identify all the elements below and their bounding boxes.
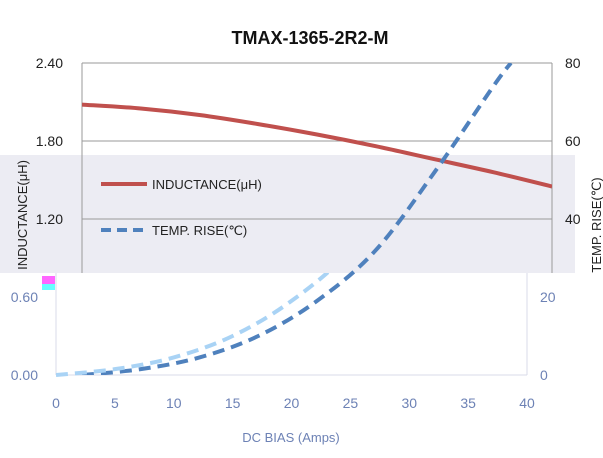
overlay-band <box>0 155 575 273</box>
y-axis-title: INDUCTANCE(μH) <box>15 160 30 270</box>
gridlines <box>82 62 552 220</box>
y2-tick-label: 20 <box>540 289 556 305</box>
y-tick-label: 0.00 <box>11 367 38 383</box>
y2-tick-label: 0 <box>540 367 548 383</box>
tick-labels: 0.00 0.60 1.20 1.80 2.40 0 20 40 60 80 0 5 10 15 20 25 3… <box>11 55 581 411</box>
legend-label-temp-rise: TEMP. RISE(℃) <box>152 223 247 238</box>
x-tick-label: 30 <box>401 395 417 411</box>
x-tick-label: 35 <box>460 395 476 411</box>
x-tick-label: 40 <box>519 395 535 411</box>
lower-panel-background <box>0 273 590 458</box>
chart-title: TMAX-1365-2R2-M <box>231 28 388 48</box>
y-tick-label: 1.80 <box>36 133 63 149</box>
legend: INDUCTANCE(μH) TEMP. RISE(℃) <box>101 177 262 238</box>
y-tick-label: 2.40 <box>36 55 63 71</box>
x-tick-label: 15 <box>225 395 241 411</box>
x-tick-label: 5 <box>111 395 119 411</box>
series-line-temp-rise-lower <box>56 273 331 377</box>
y2-tick-label: 80 <box>565 55 581 71</box>
x-axis-title: DC BIAS (Amps) <box>242 430 340 445</box>
x-tick-label: 20 <box>284 395 300 411</box>
y2-tick-label: 40 <box>565 211 581 227</box>
series-line-temp-rise <box>82 63 513 375</box>
y2-tick-label: 60 <box>565 133 581 149</box>
x-tick-label: 25 <box>343 395 359 411</box>
y-tick-label: 0.60 <box>11 289 38 305</box>
x-tick-label: 10 <box>166 395 182 411</box>
lower-panel-marker-cyan <box>42 284 55 290</box>
y2-axis-title: TEMP. RISE(℃) <box>589 177 603 272</box>
x-tick-label: 0 <box>52 395 60 411</box>
lower-panel-marker-magenta <box>42 276 55 284</box>
lower-panel: DC BIAS (Amps) <box>0 273 590 458</box>
y-tick-label: 1.20 <box>36 211 63 227</box>
legend-label-inductance: INDUCTANCE(μH) <box>152 177 262 192</box>
series-line-inductance <box>82 102 552 189</box>
series-lines <box>56 63 552 377</box>
